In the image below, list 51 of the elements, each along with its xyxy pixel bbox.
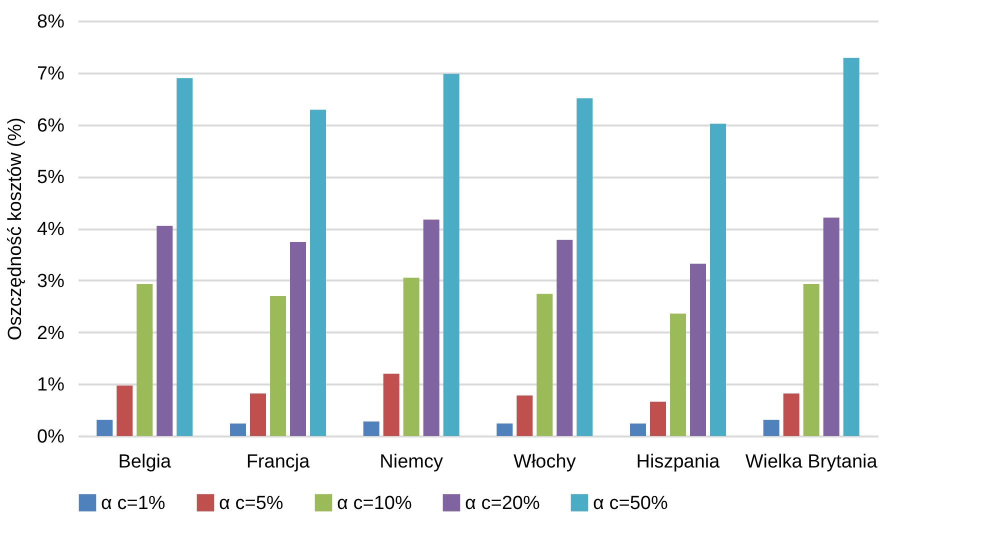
bar — [763, 420, 780, 436]
bar — [536, 294, 553, 436]
y-tick-label: 2% — [37, 322, 65, 344]
y-tick-label: 6% — [37, 115, 65, 136]
bar — [383, 374, 400, 436]
bar — [176, 78, 193, 436]
x-tick-label: Belgia — [118, 452, 172, 472]
bar — [556, 240, 573, 436]
legend-label: α c=5% — [219, 492, 284, 514]
bar — [690, 264, 706, 436]
bar — [250, 393, 266, 436]
x-tick-label: Hiszpania — [636, 452, 720, 472]
bar — [116, 386, 133, 436]
bar — [710, 124, 726, 436]
y-tick-label: 5% — [37, 167, 65, 188]
bar — [843, 58, 860, 436]
y-tick-label: 7% — [37, 63, 65, 84]
bar — [783, 393, 800, 436]
bar — [803, 284, 820, 436]
legend-label: α c=20% — [465, 492, 540, 514]
bar — [496, 424, 513, 436]
bar — [156, 226, 173, 436]
legend-label: α c=10% — [337, 492, 412, 514]
y-tick-label: 3% — [37, 270, 65, 292]
bar — [576, 98, 593, 436]
x-tick-label: Wielka Brytania — [745, 452, 878, 472]
bar — [136, 284, 153, 436]
bar — [403, 278, 420, 436]
bar — [516, 396, 533, 436]
bar — [363, 421, 380, 436]
x-tick-label: Francja — [246, 452, 310, 472]
bar — [670, 314, 686, 436]
bar — [443, 74, 460, 436]
x-tick-label: Włochy — [514, 452, 576, 472]
y-tick-label: 1% — [37, 374, 65, 396]
bar — [823, 218, 840, 436]
legend-label: α c=1% — [101, 492, 166, 514]
y-tick-label: 8% — [37, 12, 65, 32]
y-tick-label: 4% — [37, 219, 65, 240]
bar — [230, 424, 246, 436]
bar — [290, 242, 306, 436]
bar — [270, 296, 286, 436]
bar — [310, 110, 326, 436]
bar — [650, 402, 666, 436]
y-axis-title: Oszczędność kosztów (%) — [5, 118, 26, 340]
y-tick-label: 0% — [37, 426, 65, 448]
x-tick-label: Niemcy — [380, 452, 444, 472]
legend-label: α c=50% — [593, 492, 668, 514]
bar — [630, 424, 646, 436]
bar — [96, 420, 113, 436]
bar — [423, 220, 440, 436]
